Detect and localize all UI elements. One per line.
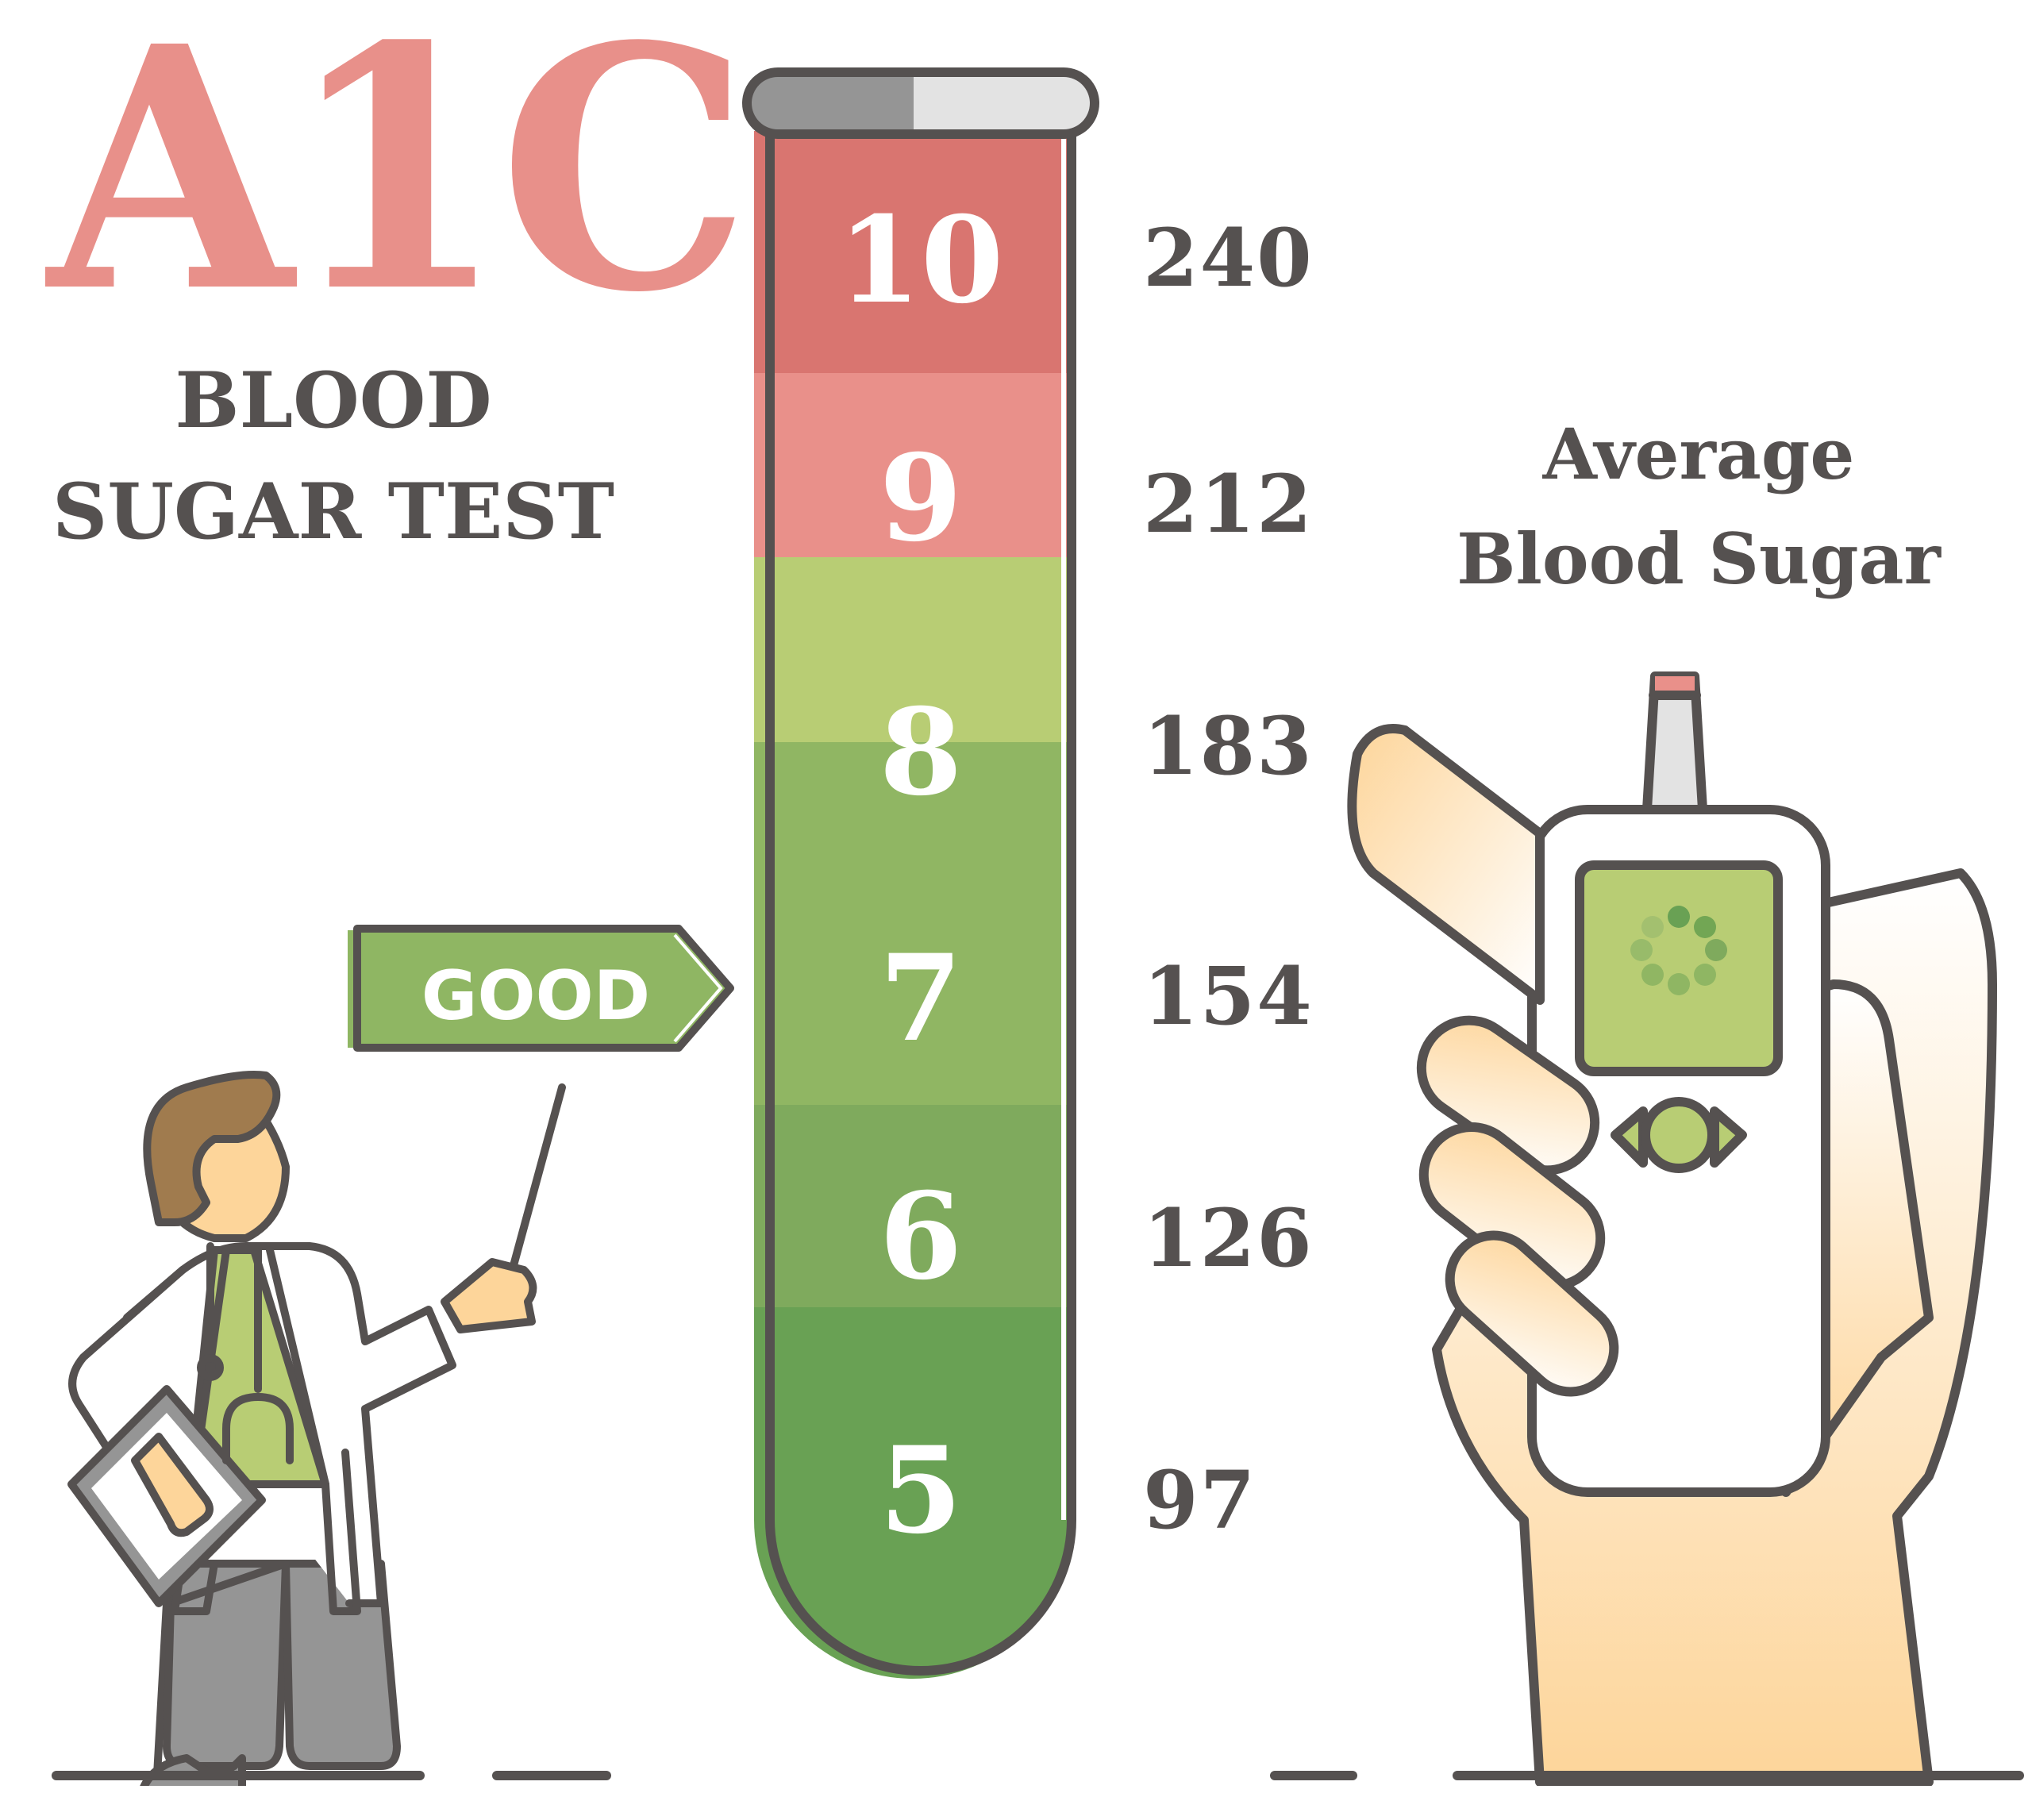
sugar-value-154: 154	[1143, 949, 1314, 1043]
glucometer-icon	[1347, 671, 1997, 1787]
tube-label-a1c-9: 9	[879, 429, 963, 568]
tube-label-a1c-8: 8	[879, 683, 963, 822]
tube-label-a1c-5: 5	[879, 1421, 963, 1560]
glucometer-hand-illustration	[1341, 667, 2008, 1787]
ground-line-right-short	[1270, 1771, 1357, 1780]
good-label: GOOD	[421, 956, 651, 1036]
doctor-figure-icon	[67, 1071, 566, 1820]
sugar-value-126: 126	[1143, 1191, 1314, 1285]
tube-label-a1c-10: 10	[837, 190, 1004, 330]
sugar-value-212: 212	[1143, 457, 1314, 551]
sugar-value-183: 183	[1143, 699, 1314, 793]
ground-line-left-short	[492, 1771, 611, 1780]
test-tube	[726, 60, 1107, 1806]
subtitle-line-2: SUGAR TEST	[52, 467, 615, 556]
ground-line-right	[1453, 1771, 2024, 1780]
subtitle-line-1: BLOOD	[175, 356, 492, 445]
test-tube-graphic	[742, 67, 1099, 1679]
page-title: A1C	[48, 0, 751, 366]
tube-label-a1c-7: 7	[879, 929, 963, 1068]
ground-line-left	[52, 1771, 425, 1780]
tube-label-a1c-6: 6	[879, 1167, 963, 1306]
good-sign	[341, 921, 738, 1079]
right-heading-line-2: Blood Sugar	[1457, 518, 1941, 600]
sugar-value-240: 240	[1143, 211, 1314, 305]
arrow-sign-icon	[348, 925, 734, 1052]
doctor-illustration	[48, 1056, 619, 1820]
right-heading-line-1: Average	[1542, 413, 1855, 495]
sugar-value-97: 97	[1143, 1453, 1257, 1547]
